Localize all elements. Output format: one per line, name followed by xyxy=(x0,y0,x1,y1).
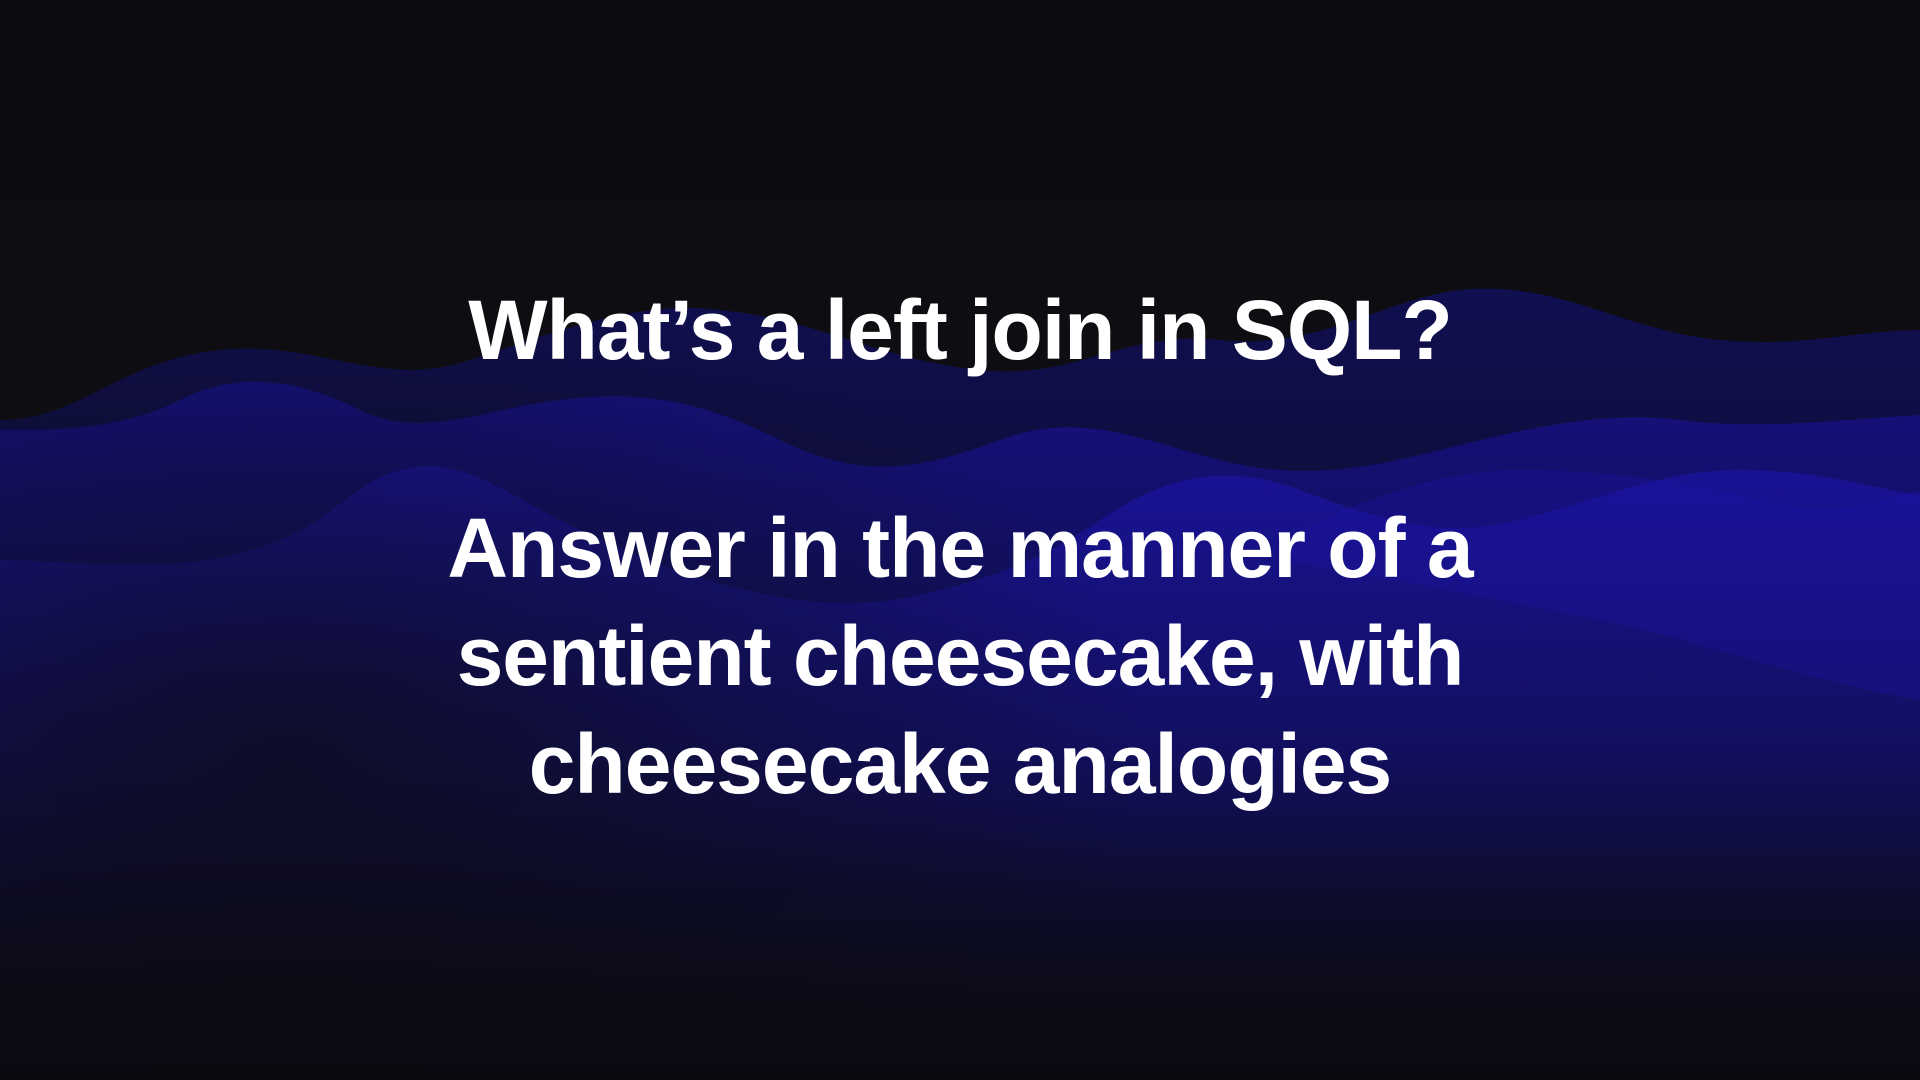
instruction-line: cheesecake analogies xyxy=(528,717,1393,811)
question-text: What’s a left join in SQL? xyxy=(468,283,1453,377)
instruction-text: Answer in the manner of a sentient chees… xyxy=(0,494,1920,818)
instruction-line: sentient cheesecake, with xyxy=(456,609,1465,703)
instruction-line: Answer in the manner of a xyxy=(447,501,1473,595)
